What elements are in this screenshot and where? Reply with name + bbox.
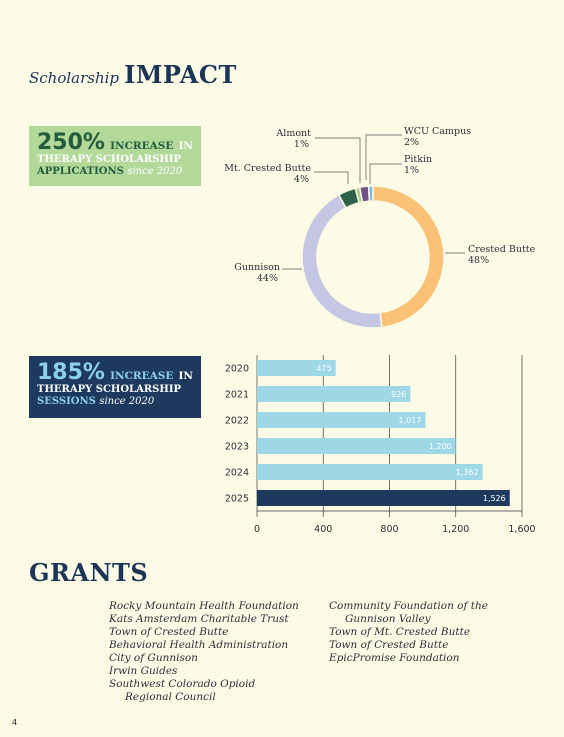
donut-percent: 4% — [294, 174, 309, 185]
bar-value-label: 1,017 — [399, 416, 422, 425]
x-tick-label: 0 — [254, 524, 260, 535]
title-main: IMPACT — [124, 60, 237, 89]
bar-value-label: 1,362 — [456, 468, 479, 477]
x-tick-label: 400 — [314, 524, 332, 535]
donut-slice-pitkin — [367, 185, 374, 202]
sessions-in-label: IN — [178, 370, 193, 382]
x-tick-label: 800 — [380, 524, 398, 535]
x-tick-label: 1,600 — [508, 524, 535, 535]
donut-percent: 1% — [404, 165, 419, 176]
donut-percent: 2% — [404, 137, 419, 148]
grants-column-1: Rocky Mountain Health Foundation Kats Am… — [109, 600, 299, 704]
bar-value-label: 475 — [316, 364, 331, 373]
grant-item: Community Foundation of the — [329, 600, 488, 612]
x-tick-label: 1,200 — [442, 524, 469, 535]
y-category-label: 2023 — [225, 442, 249, 453]
sessions-line2: THERAPY SCHOLARSHIP — [37, 384, 182, 395]
title-script: Scholarship — [29, 69, 120, 87]
sessions-stat-box: 185% INCREASE IN THERAPY SCHOLARSHIP SES… — [29, 356, 201, 418]
donut-percent: 48% — [468, 255, 489, 266]
sessions-since: since 2020 — [99, 396, 155, 407]
grants-title: GRANTS — [29, 558, 149, 587]
y-category-label: 2024 — [225, 468, 249, 479]
page-number: 4 — [12, 718, 18, 727]
donut-leader-line — [314, 171, 349, 184]
grant-item: Town of Mt. Crested Butte — [329, 626, 471, 638]
grant-item: Regional Council — [125, 691, 216, 703]
donut-label: Gunnison — [234, 262, 280, 273]
grant-item: City of Gunnison — [109, 652, 198, 664]
bar-2022 — [257, 412, 426, 428]
y-category-label: 2022 — [225, 416, 249, 427]
donut-label: WCU Campus — [404, 126, 471, 137]
donut-label: Mt. Crested Butte — [224, 163, 311, 174]
donut-label: Crested Butte — [468, 244, 536, 255]
applications-increase-label: INCREASE — [110, 140, 174, 152]
y-category-label: 2025 — [225, 494, 249, 505]
donut-leader-line — [315, 137, 361, 183]
page-title: Scholarship IMPACT — [29, 60, 237, 89]
bar-2024 — [257, 464, 483, 480]
grant-item: Gunnison Valley — [345, 613, 431, 625]
applications-in-label: IN — [178, 140, 193, 152]
donut-percent: 1% — [294, 139, 309, 150]
sessions-bar-chart: 0 400 800 1,200 1,600 2020 475 2021 926 2022 1,017… — [225, 355, 536, 535]
donut-leader-line — [369, 163, 402, 184]
grant-item: Kats Amsterdam Charitable Trust — [109, 613, 289, 625]
applications-percent: 250% — [37, 130, 105, 155]
sessions-increase-label: INCREASE — [110, 370, 174, 382]
bar-value-label: 926 — [391, 390, 406, 399]
bar-2021 — [257, 386, 411, 402]
grant-item: Rocky Mountain Health Foundation — [109, 600, 299, 612]
grants-column-2: Community Foundation of the Gunnison Val… — [329, 600, 488, 665]
donut-label: Almont — [275, 128, 311, 139]
bar-2025 — [257, 490, 510, 506]
donut-percent: 44% — [257, 273, 278, 284]
bar-value-label: 1,200 — [429, 442, 452, 451]
grant-item: EpicPromise Foundation — [329, 652, 460, 664]
sessions-percent: 185% — [37, 360, 105, 385]
applications-since: since 2020 — [127, 166, 183, 177]
grant-item: Irwin Guides — [109, 665, 178, 677]
sessions-line3: SESSIONS — [37, 396, 96, 407]
applications-line2: THERAPY SCHOLARSHIP — [37, 154, 182, 165]
donut-slice-gunnison — [301, 193, 383, 328]
grant-item: Town of Crested Butte — [329, 639, 449, 651]
y-category-label: 2020 — [225, 364, 249, 375]
donut-leader-line — [365, 134, 402, 180]
applications-line3: APPLICATIONS — [37, 166, 124, 177]
bar-2023 — [257, 438, 456, 454]
grant-item: Southwest Colorado Opioid — [109, 678, 256, 690]
grant-item: Town of Crested Butte — [109, 626, 229, 638]
bar-2020 — [257, 360, 336, 376]
donut-slice-crested-butte — [372, 185, 445, 328]
grant-item: Behavioral Health Administration — [109, 639, 289, 651]
bar-value-label: 1,526 — [483, 494, 506, 503]
applications-stat-box: 250% INCREASE IN THERAPY SCHOLARSHIP APP… — [29, 126, 201, 186]
donut-label: Pitkin — [404, 154, 432, 165]
y-category-label: 2021 — [225, 390, 249, 401]
